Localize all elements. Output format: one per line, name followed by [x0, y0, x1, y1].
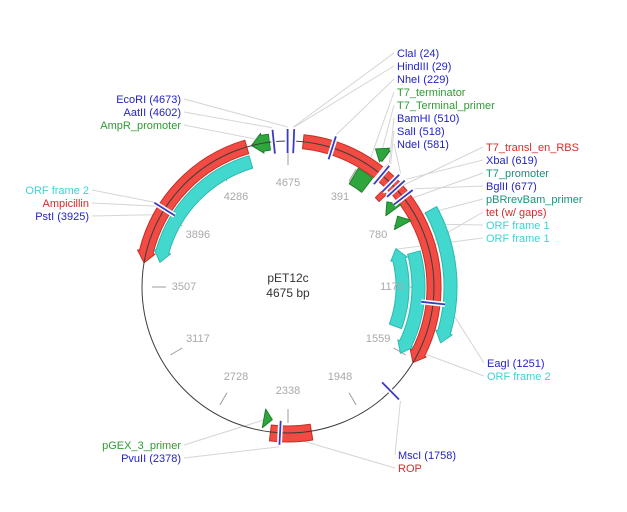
- site-tick-ndei-581[interactable]: [381, 174, 400, 193]
- scale-tick-2728: [219, 392, 228, 406]
- label-ampr-promoter[interactable]: AmpR_promoter: [100, 120, 181, 132]
- leader-line-t7-terminal-primer: [382, 104, 395, 149]
- label-t7-transl-en-rbs[interactable]: T7_transl_en_RBS: [486, 142, 579, 154]
- scale-number-4286: 4286: [224, 191, 248, 203]
- site-tick-aatii-4602[interactable]: [271, 129, 276, 154]
- site-tick-msci-1758[interactable]: [381, 381, 400, 401]
- site-tick-eagi-1251[interactable]: [421, 300, 446, 306]
- site-tick-bglii-677[interactable]: [393, 189, 414, 206]
- label-pvuii-2378[interactable]: PvuII (2378): [121, 453, 181, 465]
- label-xbai-619[interactable]: XbaI (619): [486, 155, 537, 167]
- leader-line-ndei-581: [393, 143, 402, 174]
- leader-line-ecori-4673: [183, 98, 288, 128]
- site-tick-psti-3925[interactable]: [153, 201, 176, 217]
- scale-number-780: 780: [369, 229, 387, 241]
- scale-number-4675: 4675: [276, 177, 300, 189]
- plasmid-name: pET12c: [267, 271, 309, 285]
- site-tick-xbai-619[interactable]: [386, 179, 406, 198]
- label-sali-518[interactable]: SalI (518): [397, 126, 445, 138]
- scale-number-2338: 2338: [276, 385, 300, 397]
- label-t7-terminator[interactable]: T7_terminator: [397, 87, 466, 99]
- label-orf-frame-1[interactable]: ORF frame 1: [486, 233, 550, 245]
- site-tick-hindiii-29[interactable]: [292, 129, 296, 154]
- label-eagi-1251[interactable]: EagI (1251): [487, 358, 544, 370]
- scale-number-1948: 1948: [328, 371, 352, 383]
- scale-number-2728: 2728: [224, 371, 248, 383]
- feature-orf-orf-frame-2[interactable]: [397, 250, 426, 354]
- leader-line-clai-24: [292, 52, 395, 128]
- label-tet-w-gaps[interactable]: tet (w/ gaps): [486, 207, 547, 219]
- plasmid-size: 4675 bp: [266, 286, 310, 300]
- label-pbrrevbam-primer[interactable]: pBRrevBam_primer: [486, 194, 583, 206]
- label-orf-frame-2[interactable]: ORF frame 2: [25, 185, 89, 197]
- scale-number-3507: 3507: [172, 281, 196, 293]
- feature-orf-orf-frame-2[interactable]: [153, 155, 254, 263]
- label-msci-1758[interactable]: MscI (1758): [398, 450, 456, 462]
- site-tick-sali-518[interactable]: [373, 165, 390, 185]
- leader-line-pvuii-2378: [183, 446, 280, 459]
- leader-line-hindiii-29: [293, 65, 395, 128]
- feature-primer-pbrrevbam-primer[interactable]: [393, 215, 412, 230]
- leader-line-ampr-promoter: [183, 124, 260, 141]
- label-rop[interactable]: ROP: [398, 463, 422, 475]
- label-t7-terminal-primer[interactable]: T7_Terminal_primer: [397, 100, 495, 112]
- label-nhei-229[interactable]: NheI (229): [397, 74, 449, 86]
- label-ecori-4673[interactable]: EcoRI (4673): [116, 94, 181, 106]
- scale-number-1170: 1170: [380, 281, 404, 293]
- leader-line-orf-frame-1: [441, 223, 484, 226]
- label-ampicillin[interactable]: Ampicillin: [43, 198, 89, 210]
- label-aatii-4602[interactable]: AatII (4602): [124, 107, 181, 119]
- scale-number-3896: 3896: [186, 229, 210, 241]
- leader-line-msci-1758: [394, 400, 401, 456]
- leader-line-nhei-229: [336, 78, 395, 135]
- feature-terminator-t7-terminator[interactable]: [348, 167, 374, 193]
- scale-tick-1948: [348, 392, 357, 406]
- scale-tick-391: [348, 168, 357, 182]
- label-orf-frame-2[interactable]: ORF frame 2: [487, 371, 551, 383]
- leader-line-pgex-3-primer: [183, 418, 269, 446]
- label-bamhi-510[interactable]: BamHI (510): [397, 113, 459, 125]
- feature-gene-tet-w-gaps[interactable]: [302, 134, 442, 364]
- label-psti-3925[interactable]: PstI (3925): [35, 211, 89, 223]
- leader-line-xbai-619: [406, 159, 484, 180]
- leader-line-bamhi-510: [388, 117, 395, 164]
- label-bglii-677[interactable]: BglII (677): [486, 181, 537, 193]
- label-ndei-581[interactable]: NdeI (581): [397, 139, 449, 151]
- feature-primer-t7-terminal-primer[interactable]: [375, 147, 391, 163]
- scale-tick-3117: [169, 347, 183, 356]
- plasmid-title: pET12c 4675 bp: [216, 271, 360, 301]
- scale-number-1559: 1559: [366, 333, 390, 345]
- feature-orf-orf-frame-1[interactable]: [388, 248, 410, 330]
- label-t7-promoter[interactable]: T7_promoter: [486, 168, 549, 180]
- leader-line-sali-518: [390, 130, 395, 165]
- scale-number-3117: 3117: [186, 333, 210, 345]
- leader-line-rop: [289, 436, 396, 469]
- site-tick-pvuii-2378[interactable]: [278, 420, 282, 445]
- label-clai-24[interactable]: ClaI (24): [397, 48, 439, 60]
- leader-line-bglii-677: [414, 185, 484, 190]
- site-tick-nhei-229[interactable]: [327, 136, 337, 160]
- label-pgex-3-primer[interactable]: pGEX_3_primer: [102, 440, 181, 452]
- leader-line-aatii-4602: [183, 111, 273, 129]
- label-orf-frame-1[interactable]: ORF frame 1: [486, 220, 550, 232]
- leader-line-ampicillin: [91, 202, 167, 208]
- feature-primer-pgex-3-primer[interactable]: [261, 408, 273, 429]
- feature-orf-orf-frame-1[interactable]: [424, 206, 458, 344]
- label-hindiii-29[interactable]: HindIII (29): [397, 61, 451, 73]
- scale-number-391: 391: [331, 191, 349, 203]
